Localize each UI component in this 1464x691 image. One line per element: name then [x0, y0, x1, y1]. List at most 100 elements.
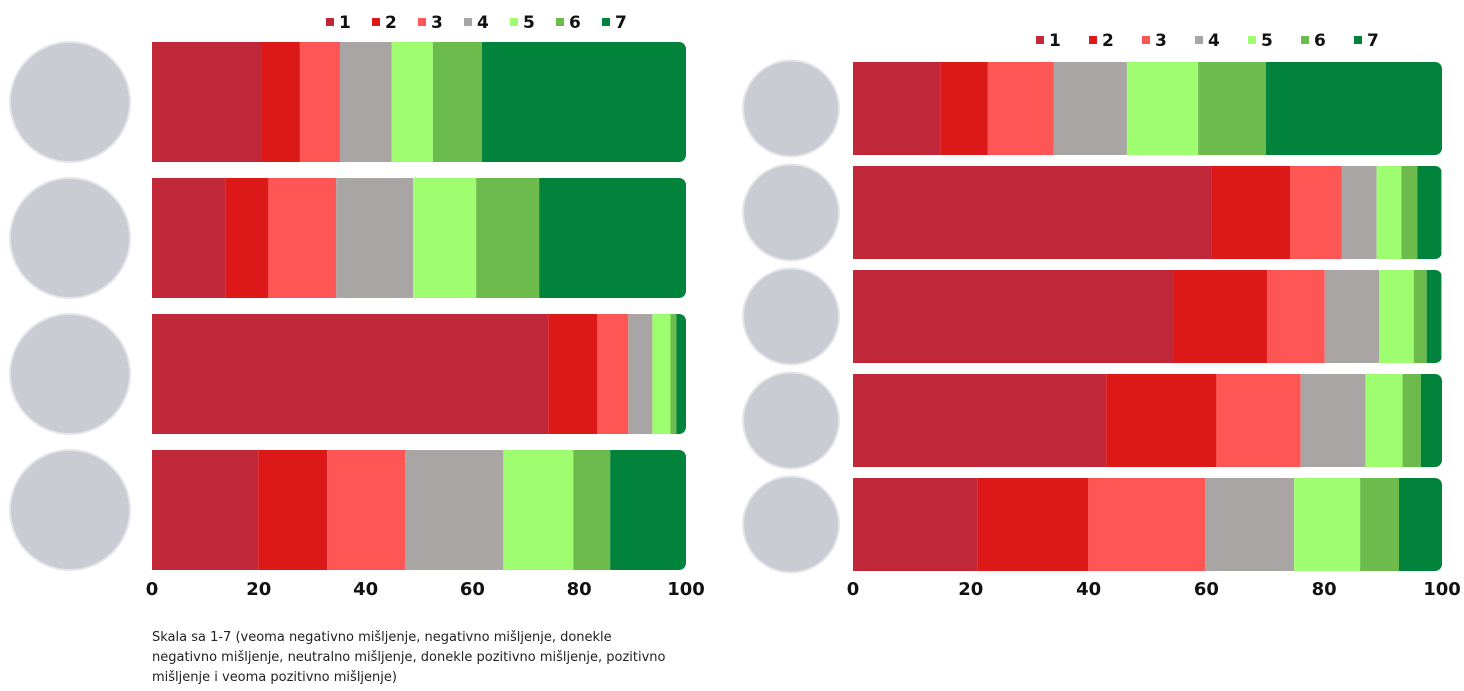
bar-segment	[1341, 166, 1377, 259]
portrait	[9, 313, 131, 435]
bar-segment	[1088, 478, 1206, 571]
bar-segment	[327, 450, 406, 570]
bar-segment	[1413, 270, 1427, 363]
legend-swatch	[1354, 36, 1362, 44]
bar-segment	[1417, 166, 1442, 259]
bar-segment	[152, 178, 226, 298]
legend-label: 3	[431, 13, 443, 33]
legend-label: 3	[1155, 31, 1167, 51]
bar-segment	[940, 62, 988, 155]
bar-group	[152, 178, 686, 298]
bar-segment	[405, 450, 504, 570]
bar-segment	[1126, 62, 1199, 155]
bar-segment	[853, 166, 1212, 259]
bar-segment	[573, 450, 611, 570]
bar-segment	[853, 62, 941, 155]
bar-segment	[628, 314, 653, 434]
bar-segment	[987, 62, 1054, 155]
bar-segment	[670, 314, 677, 434]
legend-swatch	[1089, 36, 1097, 44]
bar-segment	[1290, 166, 1342, 259]
legend-label: 1	[339, 13, 351, 33]
legend-swatch	[1301, 36, 1309, 44]
bar-segment	[1426, 270, 1442, 363]
bar-segment	[853, 478, 978, 571]
legend-swatch	[510, 18, 518, 26]
legend-swatch	[602, 18, 610, 26]
bar-segment	[610, 450, 686, 570]
legend-swatch	[1036, 36, 1044, 44]
bar-segment	[1399, 478, 1442, 571]
legend-swatch	[372, 18, 380, 26]
x-tick-label: 100	[1423, 579, 1461, 600]
bar-segment	[152, 42, 263, 162]
legend-swatch	[326, 18, 334, 26]
bar-segment	[1053, 62, 1127, 155]
bar-segment	[1211, 166, 1291, 259]
bar-segment	[1365, 374, 1403, 467]
x-tick-label: 80	[1312, 579, 1337, 600]
legend-label: 1	[1049, 31, 1061, 51]
bar-segment	[1420, 374, 1442, 467]
bar-group	[152, 450, 686, 570]
bar-segment	[225, 178, 269, 298]
bar-segment	[977, 478, 1089, 571]
bar-segment	[853, 374, 1107, 467]
bar-segment	[152, 314, 549, 434]
x-tick-label: 60	[460, 579, 485, 600]
x-tick-label: 40	[353, 579, 378, 600]
legend-label: 7	[1367, 31, 1379, 51]
bar-segment	[1216, 374, 1301, 467]
bar-segment	[1205, 478, 1295, 571]
x-tick-label: 0	[847, 579, 860, 600]
bar-segment	[258, 450, 328, 570]
legend-label: 2	[385, 13, 397, 33]
portrait	[742, 163, 840, 262]
bar-segment	[299, 42, 340, 162]
bar-segment	[391, 42, 433, 162]
legend-label: 7	[615, 13, 627, 33]
x-tick-label: 20	[246, 579, 271, 600]
footnote: Skala sa 1-7 (veoma negativno mišljenje,…	[152, 630, 666, 685]
bar-group	[853, 478, 1442, 571]
portrait	[742, 475, 840, 574]
legend-swatch	[1248, 36, 1256, 44]
portrait	[9, 449, 131, 571]
bar-segment	[268, 178, 337, 298]
legend-label: 4	[1208, 31, 1220, 51]
bar-group	[853, 374, 1442, 467]
legend-swatch	[418, 18, 426, 26]
bar-segment	[1360, 478, 1400, 571]
bar-segment	[476, 178, 540, 298]
bar-segment	[1300, 374, 1366, 467]
bar-group	[152, 42, 686, 162]
x-tick-label: 0	[146, 579, 159, 600]
bar-segment	[1294, 478, 1361, 571]
bar-group	[853, 166, 1442, 259]
legend-swatch	[1195, 36, 1203, 44]
bar-segment	[539, 178, 686, 298]
legend-label: 5	[1261, 31, 1273, 51]
x-tick-label: 20	[958, 579, 983, 600]
legend-swatch	[464, 18, 472, 26]
legend-label: 2	[1102, 31, 1114, 51]
bar-segment	[503, 450, 574, 570]
bar-segment	[432, 42, 483, 162]
bar-segment	[1267, 270, 1325, 363]
legend-label: 5	[523, 13, 535, 33]
bar-segment	[1174, 270, 1268, 363]
bar-segment	[1265, 62, 1442, 155]
portrait	[742, 59, 840, 158]
bar-segment	[652, 314, 671, 434]
bar-group	[853, 270, 1442, 363]
portrait	[9, 41, 131, 163]
bar-segment	[1401, 166, 1418, 259]
legend-label: 6	[1314, 31, 1326, 51]
bar-segment	[548, 314, 598, 434]
bar-segment	[336, 178, 414, 298]
portrait	[742, 371, 840, 470]
legend-label: 6	[569, 13, 581, 33]
bar-group	[853, 62, 1442, 155]
